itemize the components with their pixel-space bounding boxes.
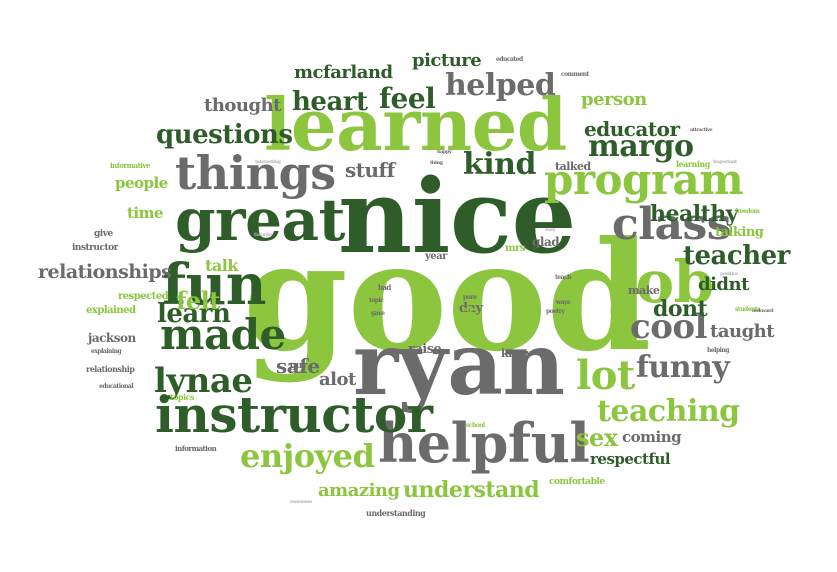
word-freedom: freedom: [735, 208, 760, 215]
word-mcfarland: mcfarland: [294, 62, 393, 83]
word-guy: guy: [290, 361, 307, 371]
word-positive: positive: [720, 271, 738, 277]
word-teaching: teaching: [597, 394, 740, 429]
word-topics: topics: [170, 392, 195, 402]
word-instructor-small: instructor: [72, 243, 118, 253]
word-topic: topic: [369, 297, 384, 304]
word-alot: alot: [319, 369, 356, 390]
word-relationships: relationships: [38, 261, 172, 283]
word-explaining: explaining: [91, 348, 122, 355]
word-favorite: favorite: [254, 232, 272, 238]
word-heart: heart: [292, 87, 368, 117]
word-person: person: [581, 89, 647, 110]
word-felt: felt: [176, 286, 220, 315]
word-great: great: [175, 186, 345, 254]
word-teacher: teacher: [683, 241, 790, 271]
word-people: people: [115, 174, 168, 192]
word-talk: talk: [205, 256, 238, 275]
word-explained: explained: [86, 305, 136, 316]
word-make: make: [628, 284, 660, 297]
word-things: things: [175, 146, 336, 200]
word-respectful: respectful: [590, 450, 671, 468]
word-talked: talked: [555, 160, 591, 173]
word-stuff: stuff: [345, 158, 395, 182]
word-questions: questions: [156, 120, 293, 150]
word-gave: gave: [371, 310, 385, 317]
word-kind: kind: [463, 147, 536, 182]
word-lynae: lynae: [154, 361, 253, 401]
word-learned: learned: [264, 82, 567, 167]
word-students: students: [735, 306, 761, 313]
word-mrs: mrs: [505, 243, 525, 254]
word-comment: comment: [561, 71, 589, 78]
word-instructor: instructor: [155, 385, 433, 444]
word-attractive: attractive: [690, 127, 713, 133]
word-comfortable: comfortable: [549, 477, 605, 487]
word-coming: coming: [622, 428, 682, 446]
word-understanding: understanding: [366, 508, 426, 518]
word-awesome: awesome: [290, 499, 312, 505]
word-raise: raise: [408, 342, 442, 357]
word-program: program: [544, 155, 744, 204]
word-teach: teach: [555, 274, 572, 281]
word-glad: glad: [532, 235, 560, 249]
word-relationship: relationship: [86, 364, 135, 374]
word-ways: ways: [556, 299, 570, 306]
word-time: time: [127, 204, 164, 222]
word-school: school: [466, 422, 485, 429]
word-bad: bad: [378, 283, 391, 292]
word-didnt: didnt: [698, 274, 749, 295]
word-class: class: [612, 199, 732, 250]
word-margo: margo: [588, 129, 694, 164]
word-job: job: [615, 248, 714, 316]
word-informative: informative: [110, 161, 150, 170]
word-educated: educated: [496, 56, 523, 63]
word-amazing: amazing: [318, 480, 400, 501]
word-information: information: [175, 444, 217, 453]
word-healthy: healthy: [650, 201, 739, 227]
word-important: important: [713, 159, 737, 165]
word-educational: educational: [99, 383, 134, 390]
word-easy: easy: [545, 227, 556, 233]
word-poetry: poetry: [546, 308, 565, 315]
word-interesting: interesting: [255, 159, 281, 165]
word-happy: happy: [437, 149, 452, 155]
word-thing: thing: [430, 160, 443, 166]
word-talking: talking: [715, 225, 764, 240]
word-funny: funny: [636, 350, 730, 385]
word-day: day: [459, 301, 483, 316]
word-made: made: [160, 310, 286, 359]
word-cool: cool: [630, 307, 707, 347]
word-give: give: [94, 229, 113, 239]
word-helped: helped: [445, 68, 556, 103]
word-ryan: ryan: [353, 314, 565, 415]
word-year: year: [425, 251, 447, 262]
word-educator: educator: [584, 117, 680, 141]
word-respected: respected: [118, 291, 169, 302]
word-pure: pure: [463, 294, 477, 301]
word-helping: helping: [707, 347, 730, 354]
word-enjoyed: enjoyed: [240, 437, 375, 475]
word-lot: lot: [576, 352, 635, 399]
word-taught: taught: [710, 321, 775, 342]
word-fun: fun: [162, 252, 267, 318]
word-knew: knew: [501, 347, 532, 360]
word-hope: hope: [462, 306, 477, 313]
word-learn: learn: [157, 299, 231, 329]
word-helpful: helpful: [378, 411, 590, 475]
word-dont: dont: [653, 296, 708, 322]
word-picture: picture: [412, 50, 482, 71]
word-good: good: [243, 209, 651, 385]
word-thought: thought: [204, 95, 281, 116]
word-feel: feel: [379, 82, 436, 115]
word-learning: learning: [676, 159, 710, 169]
word-nice: nice: [338, 157, 576, 277]
word-awkward: awkward: [752, 308, 774, 314]
word-understand: understand: [403, 477, 540, 503]
word-jackson: jackson: [88, 331, 136, 345]
word-sex: sex: [576, 423, 618, 452]
word-safe: safe: [276, 354, 320, 378]
